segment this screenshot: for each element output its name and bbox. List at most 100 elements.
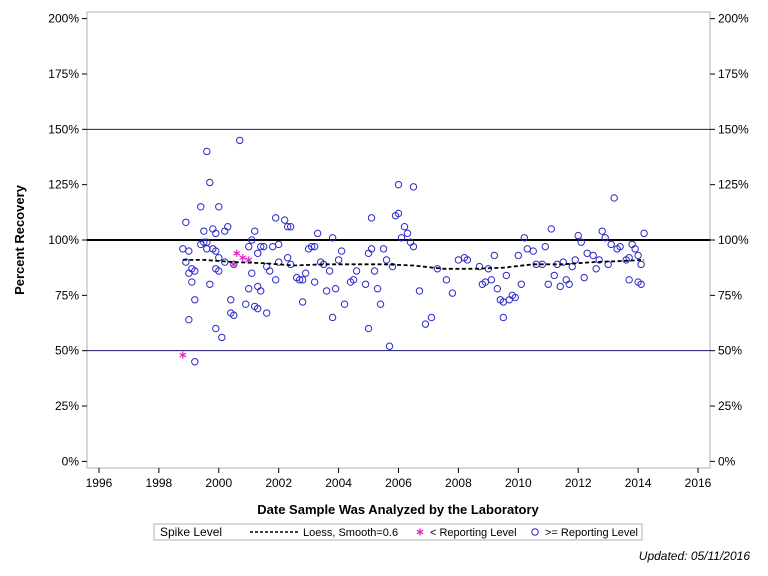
y-tick-label-left: 50% [55,344,79,358]
y-tick-label-right: 0% [718,454,736,468]
data-point-asterisk [179,351,187,359]
data-point-circle [310,242,319,251]
legend-circle-swatch [531,528,539,536]
data-point-circle [307,242,316,251]
legend: Spike Level Loess, Smooth=0.6 < Reportin… [153,523,643,541]
data-point-circle [448,289,457,297]
data-point-circle [191,267,199,275]
data-point-circle [415,287,424,295]
data-point-circle [271,276,280,284]
data-point-circle [325,267,334,275]
x-tick-label: 2004 [325,476,352,490]
data-point-circle [257,287,265,295]
y-tick-label-right: 175% [718,67,749,81]
data-point-circle [185,247,193,255]
x-tick-label: 2016 [685,476,712,490]
data-point-circle [388,262,397,271]
data-point-circle [433,265,442,273]
x-tick-label: 2006 [385,476,412,490]
data-point-circle [248,269,256,277]
data-point-circle [595,256,603,264]
data-point-asterisk [230,260,238,268]
x-tick-label: 1998 [146,476,173,490]
data-point-circle [541,242,549,251]
data-point-asterisk [233,249,241,257]
data-point-circle [340,300,349,308]
data-point-circle [212,247,220,255]
data-point-circle [502,271,511,280]
data-point-circle [394,180,403,189]
x-tick-label: 2014 [625,476,652,490]
data-point-circle [538,260,546,269]
data-point-circle [376,300,385,308]
data-point-circle [421,320,430,328]
data-point-circle [245,242,253,251]
data-point-circle [260,242,268,251]
data-point-circle [218,333,226,342]
axes: 1996 1998 2000 2002 2004 2006 2008 2010 2012 2014… [48,12,749,490]
legend-asterisk-swatch [416,528,424,536]
data-point-circle [493,284,502,293]
data-point-circle [242,300,250,308]
data-point-circle [248,236,256,244]
data-point-circle [367,245,376,253]
data-point-circle [361,280,370,288]
data-point-circle [385,342,394,350]
data-point-circle [227,309,235,317]
data-point-circle [625,276,633,284]
data-point-circle [182,218,190,226]
legend-above-reporting-label: >= Reporting Level [545,527,638,539]
data-point-circle [191,296,199,304]
data-point-circle [379,245,388,253]
data-point-circle [592,265,600,273]
updated-footnote: Updated: 05/11/2016 [638,549,750,563]
x-axis-title: Date Sample Was Analyzed by the Laborato… [257,502,539,517]
data-point-circle [185,315,193,324]
data-point-circle [589,251,597,260]
data-point-circle [499,313,508,322]
y-tick-label-right: 50% [718,344,742,358]
y-tick-label-right: 150% [718,122,749,136]
data-point-circle [577,238,585,246]
data-point-circle [640,229,648,238]
data-point-circle [206,178,214,187]
x-tick-label: 2000 [205,476,232,490]
data-point-circle [490,251,499,260]
data-point-circle [224,223,232,231]
data-point-circle [367,214,376,222]
data-point-circle [266,267,274,275]
data-point-circle [310,278,319,286]
data-point-circle [427,313,436,322]
data-point-circle [251,227,259,235]
data-point-circle [283,223,292,231]
data-point-circle [547,225,555,233]
data-point-circle [188,278,196,286]
data-point-circle [373,284,382,293]
y-tick-label-left: 75% [55,288,79,302]
data-point-circle [257,242,265,251]
legend-loess-label: Loess, Smooth=0.6 [303,527,398,539]
data-point-circle [487,276,496,284]
data-point-circle [364,324,373,333]
data-point-circle [331,284,340,293]
data-point-circle [625,254,633,262]
data-point-circle [182,258,190,266]
data-point-circle [298,276,307,284]
data-point-circle [206,280,214,288]
data-point-circle [254,249,262,257]
data-point-circle [637,260,645,269]
reference-lines [87,128,710,352]
data-point-circle [631,245,639,253]
data-point-circle [400,223,409,231]
data-point-circle [295,276,304,284]
data-point-circle [328,313,337,322]
y-tick-label-left: 150% [48,122,79,136]
data-point-circle [529,247,537,255]
data-point-circle [601,234,609,242]
data-point-circle [349,276,358,284]
data-point-circle [394,209,403,218]
data-point-circle [203,147,211,156]
data-point-circle [286,223,295,231]
data-point-circle [403,229,412,238]
y-tick-label-left: 125% [48,178,79,192]
